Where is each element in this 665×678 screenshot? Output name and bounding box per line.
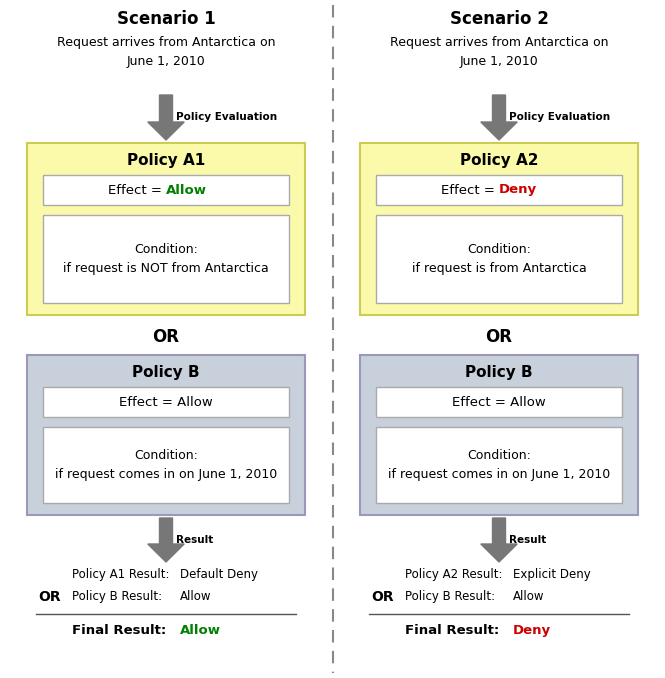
Polygon shape: [481, 518, 517, 562]
Bar: [360, 355, 638, 515]
Text: Final Result:: Final Result:: [72, 624, 166, 637]
Text: Request arrives from Antarctica on
June 1, 2010: Request arrives from Antarctica on June …: [57, 36, 275, 68]
Text: Scenario 2: Scenario 2: [450, 10, 549, 28]
Text: Policy A1: Policy A1: [127, 153, 205, 169]
Text: OR: OR: [152, 328, 180, 346]
Text: Condition:
if request is from Antarctica: Condition: if request is from Antarctica: [412, 243, 587, 275]
Bar: [376, 427, 622, 503]
Polygon shape: [148, 518, 184, 562]
Text: OR: OR: [371, 590, 394, 604]
Text: Effect =: Effect =: [108, 184, 166, 197]
Bar: [43, 175, 289, 205]
Bar: [376, 215, 622, 303]
Text: Result: Result: [509, 535, 546, 545]
Bar: [360, 143, 638, 315]
Text: Final Result:: Final Result:: [405, 624, 499, 637]
Bar: [27, 355, 305, 515]
Text: Default Deny: Default Deny: [180, 568, 258, 581]
Text: Policy B Result:: Policy B Result:: [72, 590, 162, 603]
Text: Condition:
if request comes in on June 1, 2010: Condition: if request comes in on June 1…: [388, 449, 610, 481]
Text: Policy A2 Result:: Policy A2 Result:: [405, 568, 503, 581]
Bar: [43, 215, 289, 303]
Text: Result: Result: [176, 535, 213, 545]
Text: Policy B: Policy B: [132, 365, 200, 380]
Polygon shape: [481, 95, 517, 140]
Text: Allow: Allow: [513, 590, 545, 603]
Text: Condition:
if request is NOT from Antarctica: Condition: if request is NOT from Antarc…: [63, 243, 269, 275]
Text: Effect = Allow: Effect = Allow: [119, 395, 213, 409]
Text: Effect =: Effect =: [441, 184, 499, 197]
Text: Policy B Result:: Policy B Result:: [405, 590, 495, 603]
Text: Policy A2: Policy A2: [460, 153, 538, 169]
Text: OR: OR: [485, 328, 513, 346]
Bar: [43, 427, 289, 503]
Text: Allow: Allow: [166, 184, 207, 197]
Text: Policy Evaluation: Policy Evaluation: [509, 113, 610, 123]
Bar: [43, 387, 289, 417]
Text: Allow: Allow: [180, 590, 211, 603]
Bar: [376, 175, 622, 205]
Text: Condition:
if request comes in on June 1, 2010: Condition: if request comes in on June 1…: [55, 449, 277, 481]
Text: OR: OR: [38, 590, 61, 604]
Text: Policy A1 Result:: Policy A1 Result:: [72, 568, 170, 581]
Text: Request arrives from Antarctica on
June 1, 2010: Request arrives from Antarctica on June …: [390, 36, 608, 68]
Text: Allow: Allow: [180, 624, 221, 637]
Text: Explicit Deny: Explicit Deny: [513, 568, 591, 581]
Text: Deny: Deny: [513, 624, 551, 637]
Text: Policy B: Policy B: [465, 365, 533, 380]
Bar: [376, 387, 622, 417]
Text: Deny: Deny: [499, 184, 537, 197]
Text: Effect = Allow: Effect = Allow: [452, 395, 546, 409]
Polygon shape: [148, 95, 184, 140]
Text: Policy Evaluation: Policy Evaluation: [176, 113, 277, 123]
Bar: [27, 143, 305, 315]
Text: Scenario 1: Scenario 1: [116, 10, 215, 28]
